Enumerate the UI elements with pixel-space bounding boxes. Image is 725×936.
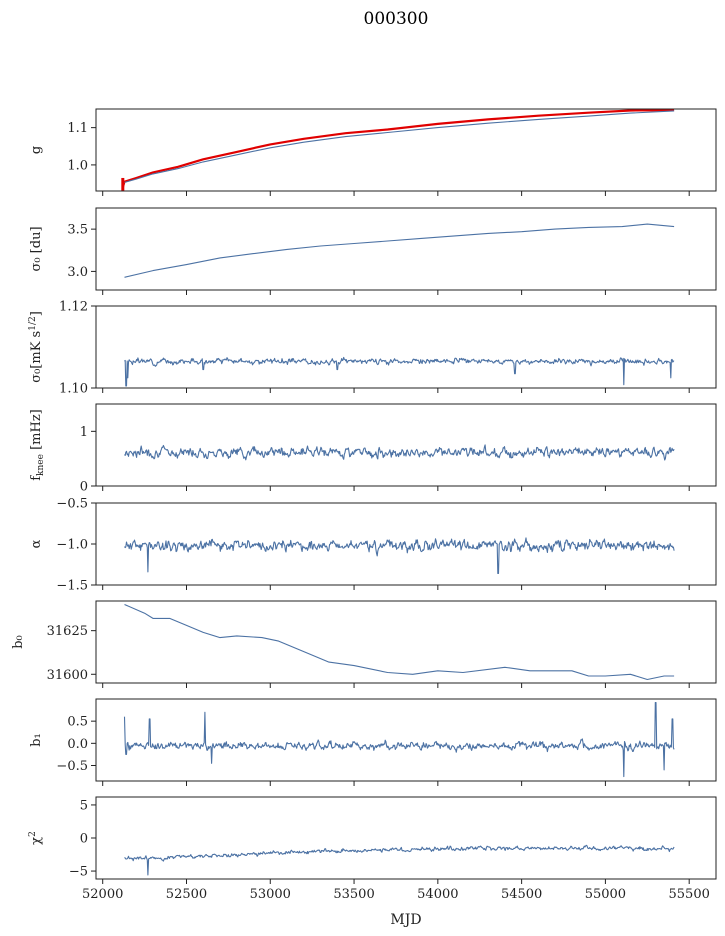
series-line-b1-0 bbox=[123, 701, 675, 778]
y-tick-label-chi2: −5 bbox=[69, 865, 88, 880]
panel-chi2: −5 0 5 52000 52500 53000 53500 54000 54500 55000 5… bbox=[28, 796, 717, 902]
x-tick-label: 52000 bbox=[82, 887, 123, 902]
y-tick-label-b0: 31625 bbox=[47, 624, 88, 639]
series-line-fknee-0 bbox=[124, 444, 675, 461]
x-tick-label: 52500 bbox=[166, 887, 207, 902]
y-tick-label-fknee: 1 bbox=[80, 425, 88, 440]
x-tick-label: 53000 bbox=[250, 887, 291, 902]
panel-g: 1.0 1.1 g bbox=[29, 108, 717, 196]
y-tick-label-alpha: −1.0 bbox=[56, 538, 88, 553]
y-tick-label-sigma0_mk: 1.10 bbox=[59, 382, 88, 397]
y-tick-label-g: 1.0 bbox=[67, 158, 88, 173]
y-axis-label-g: g bbox=[29, 146, 44, 154]
x-tick-label: 54000 bbox=[417, 887, 458, 902]
panels: 1.0 1.1 g 3.0 3.5 σ₀ [du] 1.10 1.12 σ₀[mK s1/2] 0… bbox=[11, 108, 717, 902]
series-line-chi2-0 bbox=[124, 844, 675, 876]
y-tick-label-g: 1.1 bbox=[67, 121, 88, 136]
y-axis-label-alpha: α bbox=[29, 539, 44, 548]
axes-frame-g bbox=[95, 108, 717, 192]
axes-frame-fknee bbox=[95, 403, 717, 487]
y-tick-label-sigma0_du: 3.5 bbox=[67, 223, 88, 238]
y-tick-label-chi2: 5 bbox=[80, 798, 88, 813]
axes-frame-b1 bbox=[95, 698, 717, 782]
y-axis-label-b1: b₁ bbox=[29, 733, 44, 747]
y-axis-label-sigma0_mk: σ₀[mK s1/2] bbox=[28, 311, 44, 383]
figure-title: 000300 bbox=[364, 9, 429, 29]
x-tick-label: 53500 bbox=[333, 887, 374, 902]
y-tick-label-b1: −0.5 bbox=[56, 759, 88, 774]
y-tick-label-fknee: 0 bbox=[80, 480, 88, 495]
panel-fknee: 0 1 fknee [mHz] bbox=[29, 403, 717, 495]
series-line-alpha-0 bbox=[124, 537, 675, 575]
axes-frame-sigma0_mk bbox=[95, 305, 717, 389]
axes-frame-b0 bbox=[95, 600, 717, 684]
y-tick-label-alpha: −1.5 bbox=[56, 579, 88, 594]
y-axis-label-fknee: fknee [mHz] bbox=[29, 409, 46, 481]
series-line-g-0 bbox=[121, 109, 675, 188]
y-tick-label-b1: 0.5 bbox=[67, 715, 88, 730]
y-axis-label-chi2: χ2 bbox=[28, 831, 44, 845]
series-line-g-1 bbox=[124, 110, 675, 183]
y-tick-label-sigma0_du: 3.0 bbox=[67, 265, 88, 280]
panel-sigma0_du: 3.0 3.5 σ₀ [du] bbox=[29, 207, 717, 295]
axes-frame-sigma0_du bbox=[95, 207, 717, 291]
y-tick-label-chi2: 0 bbox=[80, 832, 88, 847]
x-tick-label: 55500 bbox=[669, 887, 710, 902]
x-tick-label: 55000 bbox=[585, 887, 626, 902]
y-tick-label-b1: 0.0 bbox=[67, 737, 88, 752]
y-axis-label-b0: b₀ bbox=[11, 635, 26, 649]
panel-alpha: −1.5 −1.0 −0.5 α bbox=[29, 497, 717, 594]
panel-b1: −0.5 0.0 0.5 b₁ bbox=[29, 698, 717, 786]
x-axis-label: MJD bbox=[390, 912, 421, 928]
y-tick-label-alpha: −0.5 bbox=[56, 497, 88, 512]
panel-b0: 31600 31625 b₀ bbox=[11, 600, 717, 688]
x-tick-label: 54500 bbox=[501, 887, 542, 902]
y-tick-label-sigma0_mk: 1.12 bbox=[59, 300, 88, 315]
y-axis-label-sigma0_du: σ₀ [du] bbox=[29, 226, 44, 271]
axes-frame-chi2 bbox=[95, 796, 717, 880]
series-line-b0-0 bbox=[124, 603, 675, 681]
series-line-sigma0_mk-0 bbox=[124, 356, 675, 387]
series-line-sigma0_du-0 bbox=[124, 223, 675, 278]
y-tick-label-b0: 31600 bbox=[47, 668, 88, 683]
panel-sigma0_mk: 1.10 1.12 σ₀[mK s1/2] bbox=[28, 300, 717, 397]
